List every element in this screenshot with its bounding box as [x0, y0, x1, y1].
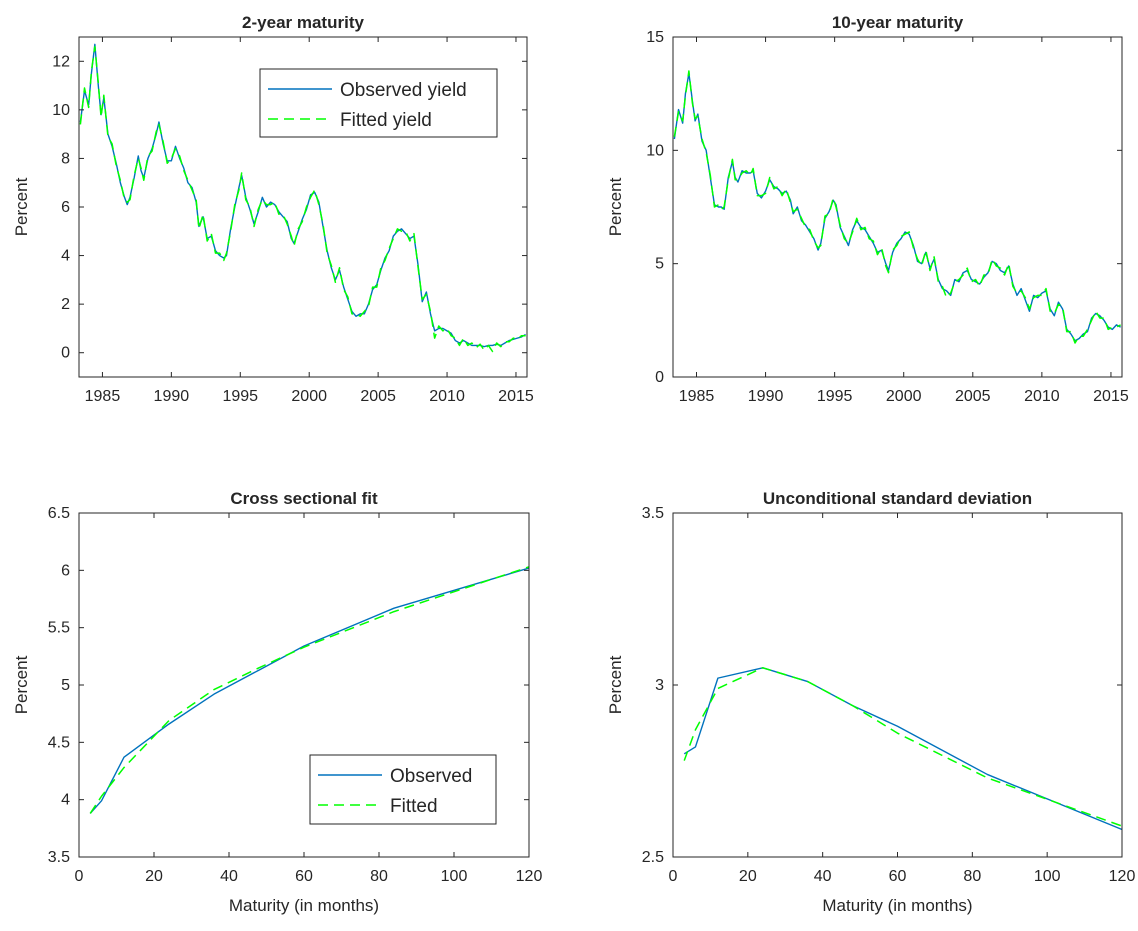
y-tick-label: 5 [655, 256, 664, 273]
legend: Observed Fitted [309, 754, 497, 825]
x-tick-label: 2010 [429, 388, 465, 405]
y-tick-label: 10 [646, 142, 664, 159]
x-axis-label: Maturity (in months) [822, 896, 972, 915]
x-tick-label: 60 [889, 868, 907, 885]
y-axis-label: Percent [606, 177, 625, 236]
chart-title: Unconditional standard deviation [763, 489, 1032, 508]
y-tick-label: 0 [61, 345, 70, 362]
x-tick-label: 1990 [154, 388, 190, 405]
chart-p2: 1985 1990 1995 2000 2005 2010 2015 0 5 10 15 10-yea… [606, 13, 1129, 405]
y-axis-label: Percent [12, 177, 31, 236]
x-tick-label: 0 [669, 868, 678, 885]
x-tick-label: 100 [1034, 868, 1061, 885]
legend-label-1: Fitted yield [340, 110, 432, 131]
y-tick-label: 6 [61, 562, 70, 579]
x-tick-label: 80 [963, 868, 981, 885]
y-tick-label: 3.5 [642, 505, 664, 522]
x-tick-label: 0 [75, 868, 84, 885]
x-axis-label: Maturity (in months) [229, 896, 379, 915]
series-line-1 [89, 566, 529, 814]
y-tick-label: 4.5 [48, 734, 70, 751]
x-tick-label: 20 [145, 868, 163, 885]
x-tick-label: 2000 [291, 388, 327, 405]
x-tick-label: 2005 [955, 388, 991, 405]
x-tick-label: 120 [1109, 868, 1136, 885]
y-tick-label: 2.5 [642, 849, 664, 866]
y-tick-label: 0 [655, 369, 664, 386]
y-tick-label: 4 [61, 248, 70, 265]
x-tick-label: 100 [441, 868, 468, 885]
x-tick-label: 2010 [1024, 388, 1060, 405]
x-tick-label: 1995 [222, 388, 258, 405]
series-line-1 [683, 667, 1122, 827]
chart-p4: 0 20 40 60 80 100 120 2.5 3 3.5 Unconditional stan… [606, 489, 1135, 915]
y-axis-label: Percent [606, 655, 625, 714]
x-tick-label: 1985 [679, 388, 715, 405]
chart-title: 2-year maturity [242, 13, 364, 32]
y-tick-label: 12 [52, 53, 70, 70]
y-tick-label: 5.5 [48, 620, 70, 637]
x-tick-label: 20 [739, 868, 757, 885]
y-tick-label: 4 [61, 792, 70, 809]
x-tick-label: 60 [295, 868, 313, 885]
axes-box [672, 36, 1123, 378]
y-tick-label: 15 [646, 29, 664, 46]
y-tick-label: 5 [61, 677, 70, 694]
legend-label-0: Observed [390, 766, 472, 787]
y-tick-label: 10 [52, 102, 70, 119]
chart-title: Cross sectional fit [230, 489, 378, 508]
y-tick-label: 6.5 [48, 505, 70, 522]
x-tick-label: 120 [516, 868, 543, 885]
x-tick-label: 2015 [1093, 388, 1129, 405]
legend: Observed yield Fitted yield [259, 68, 498, 138]
legend-box [309, 754, 497, 825]
y-tick-label: 3.5 [48, 849, 70, 866]
x-tick-label: 2000 [886, 388, 922, 405]
y-tick-label: 6 [61, 199, 70, 216]
y-axis-label: Percent [12, 655, 31, 714]
y-tick-label: 2 [61, 296, 70, 313]
series-line-1 [79, 45, 526, 353]
x-tick-label: 40 [814, 868, 832, 885]
chart-title: 10-year maturity [832, 13, 964, 32]
series-line-0 [673, 72, 1121, 342]
x-tick-label: 2015 [498, 388, 534, 405]
axes-box [672, 512, 1123, 858]
x-tick-label: 2005 [360, 388, 396, 405]
chart-p1: 1985 1990 1995 2000 2005 2010 2015 0 2 4 6 8 10 12 2-y… [12, 13, 534, 405]
x-tick-label: 80 [370, 868, 388, 885]
x-tick-label: 40 [220, 868, 238, 885]
x-tick-label: 1990 [748, 388, 784, 405]
series-line-1 [673, 70, 1121, 344]
chart-p3: 0 20 40 60 80 100 120 3.5 4 4.5 5 5.5 6 6.5 Cross sect… [12, 489, 542, 915]
series-line-0 [683, 667, 1122, 831]
x-tick-label: 1985 [85, 388, 121, 405]
legend-label-0: Observed yield [340, 80, 467, 101]
y-tick-label: 8 [61, 150, 70, 167]
legend-label-1: Fitted [390, 796, 438, 817]
x-tick-label: 1995 [817, 388, 853, 405]
y-tick-label: 3 [655, 677, 664, 694]
legend-box [259, 68, 498, 138]
